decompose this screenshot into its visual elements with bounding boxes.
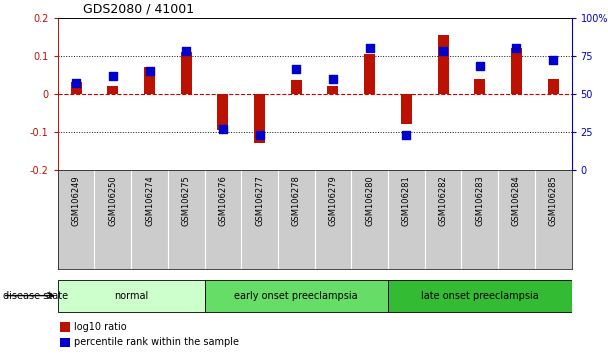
Text: GSM106282: GSM106282	[438, 175, 447, 225]
Bar	[71, 82, 81, 94]
Point	[365, 45, 375, 51]
Bar	[254, 94, 265, 143]
Text: GSM106284: GSM106284	[512, 175, 521, 225]
Text: GSM106283: GSM106283	[475, 175, 485, 226]
Text: GSM106285: GSM106285	[548, 175, 558, 225]
Bar	[60, 338, 69, 347]
Text: GSM106279: GSM106279	[328, 175, 337, 225]
FancyBboxPatch shape	[58, 280, 204, 312]
Bar	[438, 35, 449, 94]
Bar	[548, 79, 559, 94]
Point	[71, 80, 81, 86]
Text: GDS2080 / 41001: GDS2080 / 41001	[83, 2, 195, 15]
Bar	[218, 94, 229, 130]
Bar	[107, 86, 119, 94]
Bar	[511, 48, 522, 94]
Point	[108, 73, 118, 78]
Point	[548, 57, 558, 63]
Text: GSM106280: GSM106280	[365, 175, 374, 225]
Point	[328, 76, 338, 81]
Point	[291, 67, 301, 72]
Text: GSM106281: GSM106281	[402, 175, 411, 225]
Bar	[60, 322, 69, 332]
Text: GSM106277: GSM106277	[255, 175, 264, 226]
Point	[401, 132, 411, 138]
Text: disease state: disease state	[3, 291, 68, 301]
Point	[181, 48, 191, 54]
Text: GSM106274: GSM106274	[145, 175, 154, 225]
Text: GSM106250: GSM106250	[108, 175, 117, 225]
Point	[218, 126, 228, 132]
Bar	[401, 94, 412, 124]
Point	[438, 48, 448, 54]
Bar	[291, 80, 302, 94]
Point	[511, 45, 521, 51]
FancyBboxPatch shape	[204, 280, 388, 312]
Point	[255, 132, 264, 138]
Bar	[364, 54, 375, 94]
Text: log10 ratio: log10 ratio	[74, 322, 127, 332]
Point	[475, 64, 485, 69]
Text: GSM106275: GSM106275	[182, 175, 191, 225]
Text: early onset preeclampsia: early onset preeclampsia	[235, 291, 358, 301]
Text: GSM106249: GSM106249	[72, 175, 81, 225]
Bar	[474, 79, 485, 94]
FancyBboxPatch shape	[388, 280, 572, 312]
Point	[145, 68, 154, 74]
Text: GSM106278: GSM106278	[292, 175, 301, 226]
Bar	[181, 52, 192, 94]
Text: late onset preeclampsia: late onset preeclampsia	[421, 291, 539, 301]
Bar	[144, 67, 155, 94]
Text: GSM106276: GSM106276	[218, 175, 227, 226]
Text: percentile rank within the sample: percentile rank within the sample	[74, 337, 239, 348]
Text: normal: normal	[114, 291, 148, 301]
Bar	[328, 86, 339, 94]
